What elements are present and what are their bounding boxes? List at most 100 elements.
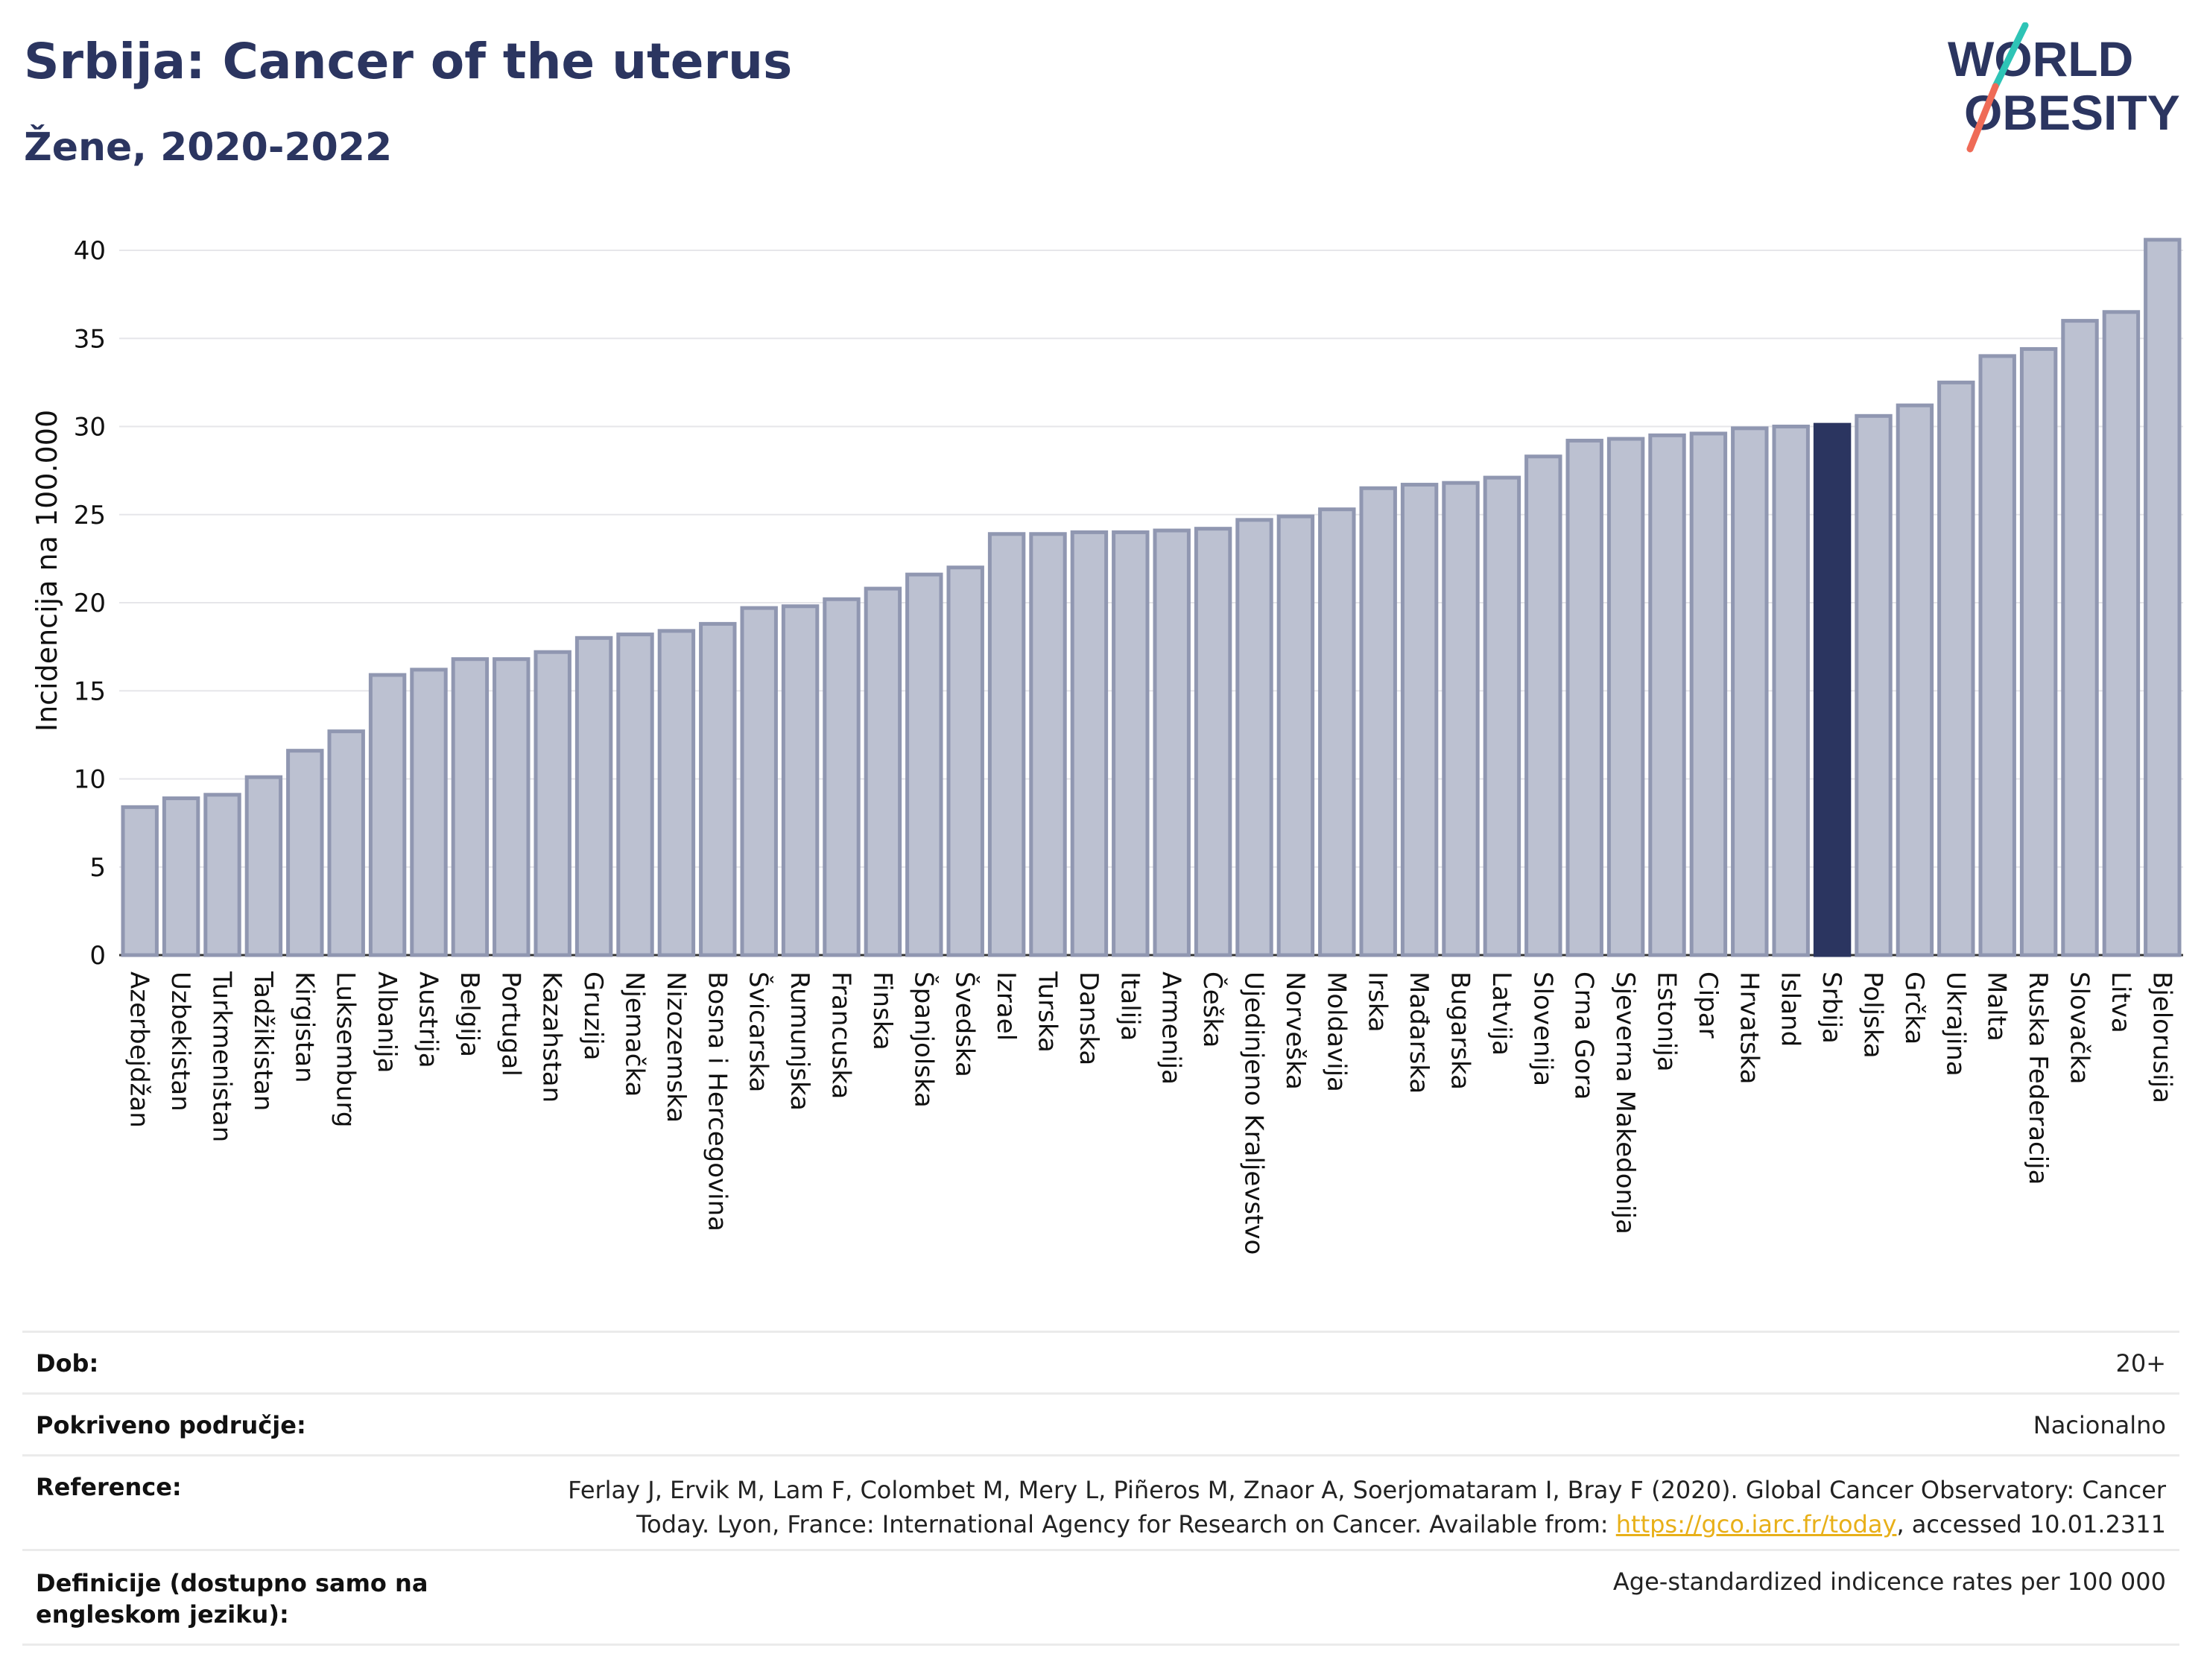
logo-word-obesity: OBESITY <box>1964 85 2180 140</box>
bar-albanija <box>368 673 407 957</box>
bar-latvija <box>1483 475 1521 957</box>
bar-izrael <box>987 532 1026 957</box>
x-tick-label: Ujedinjeno Kraljevstvo <box>1239 971 1269 1255</box>
bar-rumunjska <box>781 604 820 957</box>
x-tick-label: Kazahstan <box>537 971 567 1103</box>
x-tick-label: Slovenija <box>1527 971 1557 1086</box>
bar-mađarska <box>1400 483 1439 957</box>
bar-litva <box>2102 310 2141 957</box>
x-tick-label: Sjeverna Makedonija <box>1610 971 1640 1234</box>
age-value: 20+ <box>2115 1349 2166 1378</box>
bar-kazahstan <box>533 650 571 957</box>
reference-label: Reference: <box>36 1473 182 1501</box>
bars <box>121 238 2182 957</box>
reference-text: Ferlay J, Ervik M, Lam F, Colombet M, Me… <box>568 1476 2166 1538</box>
x-tick-label: Hrvatska <box>1734 971 1764 1084</box>
bar-sjeverna-makedonija <box>1606 437 1645 957</box>
y-tick-label: 0 <box>89 941 106 971</box>
info-row-reference: Reference: Ferlay J, Ervik M, Lam F, Col… <box>22 1454 2179 1549</box>
reference-suffix: , accessed 10.01.2311 <box>1896 1510 2166 1538</box>
x-tick-label: Belgija <box>455 971 484 1057</box>
reference-link[interactable]: https://gco.iarc.fr/today <box>1615 1510 1897 1538</box>
bar-gruzija <box>574 635 613 957</box>
coverage-label: Pokriveno područje: <box>36 1411 306 1439</box>
x-tick-label: Tadžikistan <box>248 971 278 1111</box>
y-tick-label: 10 <box>74 765 106 795</box>
x-tick-label: Kirgistan <box>289 971 319 1083</box>
info-row-coverage: Pokriveno područje: Nacionalno <box>22 1392 2179 1454</box>
x-tick-label: Bugarska <box>1445 971 1475 1090</box>
x-tick-label: Slovačka <box>2065 971 2094 1084</box>
bar-ujedinjeno-kraljevstvo <box>1235 518 1273 957</box>
x-tick-label: Azerbejdžan <box>124 971 154 1128</box>
y-tick-label: 15 <box>74 676 106 706</box>
bar-francuska <box>823 597 861 957</box>
bar-norveška <box>1276 514 1315 957</box>
bar-nizozemska <box>657 629 696 957</box>
chart-subtitle: Žene, 2020-2022 <box>24 125 393 170</box>
x-tick-label: Portugal <box>495 971 525 1077</box>
x-tick-label: Bosna i Hercegovina <box>702 971 732 1232</box>
bar-crna-gora <box>1565 438 1603 957</box>
y-tick-label: 35 <box>74 324 106 354</box>
bar-tadžikistan <box>244 775 283 957</box>
x-tick-label: Rumunjska <box>785 971 814 1111</box>
bar-irska <box>1359 486 1397 957</box>
chart-title: Srbija: Cancer of the uterus <box>24 33 793 90</box>
bar-slovenija <box>1524 454 1562 957</box>
x-tick-label: Gruzija <box>578 971 608 1060</box>
x-tick-label: Armenija <box>1156 971 1186 1085</box>
bar-finska <box>864 586 902 957</box>
x-tick-label: Srbija <box>1817 971 1846 1044</box>
bar-cipar <box>1689 431 1728 957</box>
world-obesity-logo: WORLD OBESITY <box>1948 22 2180 153</box>
x-tick-label: Ruska Federacija <box>2023 971 2053 1185</box>
bar-azerbejdžan <box>121 805 159 957</box>
x-tick-label: Malta <box>1982 971 2012 1042</box>
y-axis-ticks: 0 5 10 15 20 25 30 35 40 <box>74 236 106 971</box>
bar-španjolska <box>905 572 943 957</box>
x-tick-label: Island <box>1776 971 1805 1047</box>
x-tick-label: Španjolska <box>908 971 939 1108</box>
bar-chart: 0 5 10 15 20 25 30 35 40 Azerbejdžan Uzbekistan Tu… <box>31 236 2183 1255</box>
bar-hrvatska <box>1731 426 1769 957</box>
bar-austrija <box>410 668 448 957</box>
bar-bosna-i-hercegovina <box>699 621 737 957</box>
x-axis-labels: Azerbejdžan Uzbekistan Turkmenistan Tadžiki… <box>124 971 2177 1255</box>
bar-njemačka <box>616 633 654 957</box>
info-row-definition: Definicije (dostupno samo na engleskom j… <box>22 1549 2179 1646</box>
x-tick-label: Grčka <box>1899 971 1929 1045</box>
x-tick-label: Švedska <box>950 971 981 1077</box>
coverage-value: Nacionalno <box>2033 1411 2166 1439</box>
bar-češka <box>1194 527 1232 957</box>
bar-grčka <box>1896 403 1934 957</box>
x-tick-label: Moldavija <box>1321 971 1351 1092</box>
reference-value: Ferlay J, Ervik M, Lam F, Colombet M, Me… <box>527 1473 2166 1541</box>
x-tick-label: Uzbekistan <box>165 971 195 1112</box>
x-tick-label: Mađarska <box>1404 971 1434 1094</box>
bar-island <box>1772 425 1810 957</box>
x-tick-label: Albanija <box>372 971 402 1073</box>
bar-portugal <box>493 657 531 957</box>
x-tick-label: Bjelorusija <box>2147 971 2176 1103</box>
bar-belgija <box>451 657 490 957</box>
definition-label: Definicije (dostupno samo na engleskom j… <box>36 1569 428 1629</box>
bar-poljska <box>1855 413 1893 957</box>
x-tick-label: Švicarska <box>744 971 774 1092</box>
x-tick-label: Norveška <box>1280 971 1310 1090</box>
x-tick-label: Austrija <box>414 971 443 1068</box>
x-tick-label: Estonija <box>1652 971 1682 1072</box>
x-tick-label: Luksemburg <box>331 971 361 1127</box>
x-tick-label: Turkmenistan <box>207 971 237 1142</box>
x-tick-label: Njemačka <box>620 971 650 1097</box>
bar-švedska <box>946 565 984 957</box>
x-tick-label: Danska <box>1074 971 1103 1065</box>
x-tick-label: Litva <box>2106 971 2135 1033</box>
x-tick-label: Ukrajina <box>1940 971 1970 1077</box>
bar-moldavija <box>1318 507 1356 957</box>
x-tick-label: Crna Gora <box>1569 971 1599 1100</box>
x-tick-label: Irska <box>1363 971 1393 1033</box>
bar-armenija <box>1153 528 1191 957</box>
x-tick-label: Češka <box>1197 971 1228 1047</box>
x-tick-label: Cipar <box>1693 971 1723 1039</box>
